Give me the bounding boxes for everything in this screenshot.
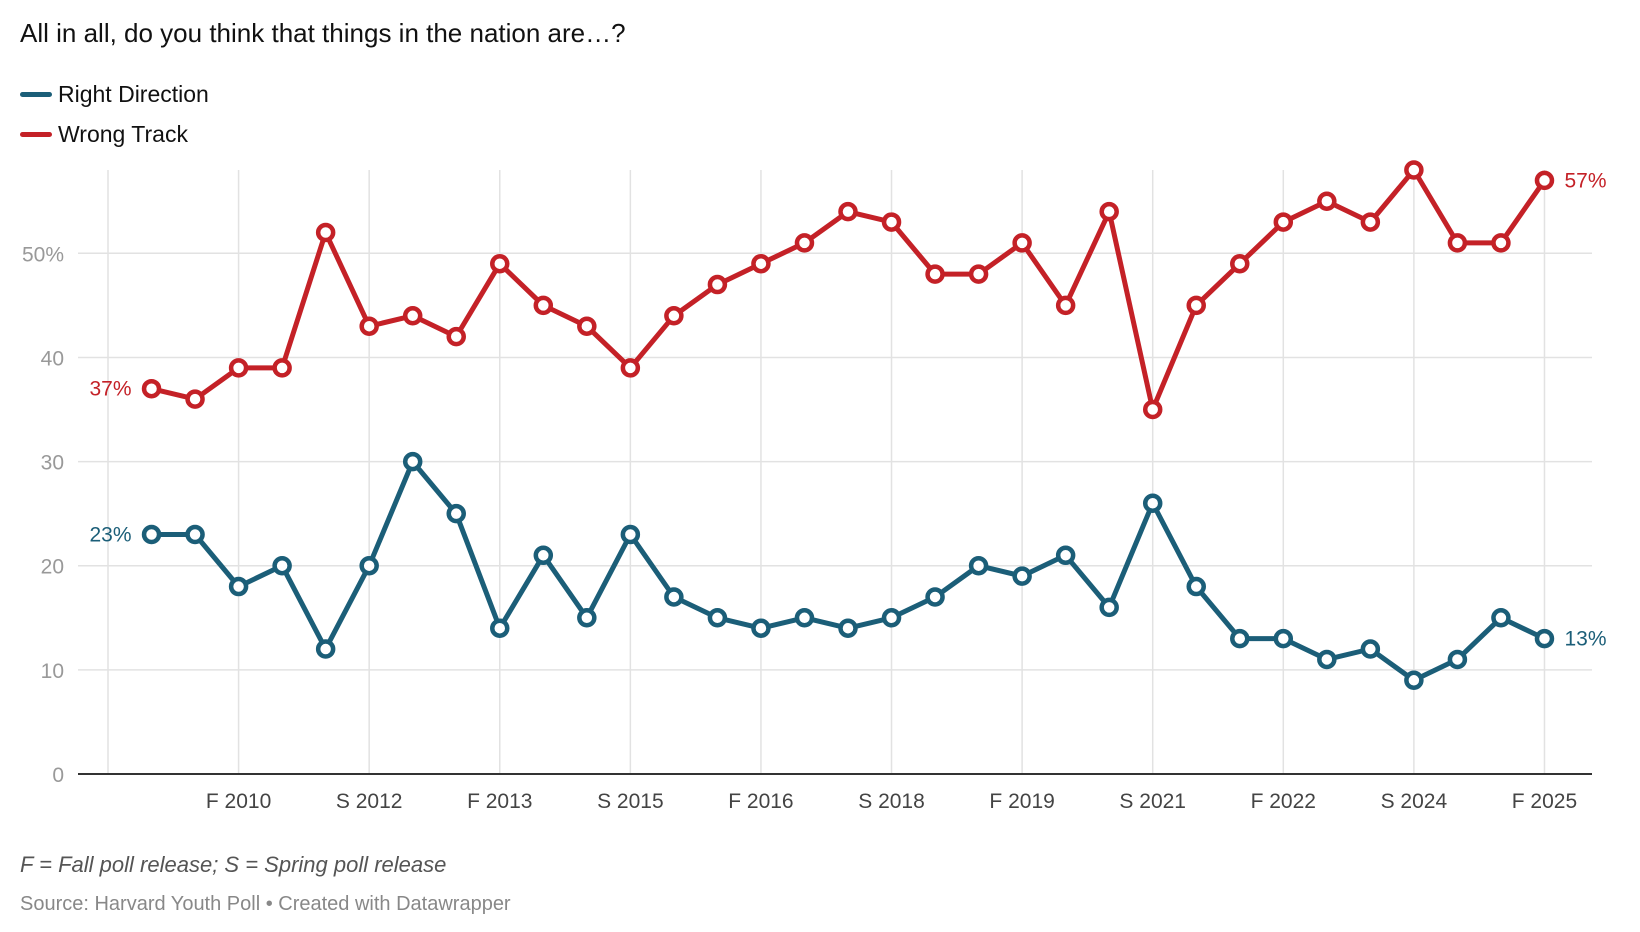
data-point-s1-0 [141, 378, 162, 399]
data-point-s1-10 [577, 316, 597, 336]
data-point-s1-21 [1055, 295, 1076, 316]
data-point-s0-28 [1360, 639, 1381, 659]
chart-source: Source: Harvard Youth Poll • Created wit… [20, 893, 511, 915]
x-tick-label-6: S 2018 [858, 790, 925, 813]
data-point-s1-8 [490, 253, 510, 274]
data-point-s0-2 [228, 576, 249, 597]
data-point-s1-6 [402, 306, 423, 326]
x-tick-label-5: F 2016 [728, 790, 793, 813]
legend-item-right-direction: Right Direction [20, 74, 209, 114]
legend-item-wrong-track: Wrong Track [20, 114, 209, 154]
x-tick-label-9: F 2022 [1251, 790, 1316, 813]
data-point-s0-18 [925, 587, 945, 607]
chart-title: All in all, do you think that things in … [20, 18, 626, 48]
data-point-s0-7 [446, 503, 466, 524]
data-point-s1-1 [185, 389, 205, 409]
data-point-s0-25 [1230, 628, 1250, 649]
data-point-s0-11 [620, 524, 641, 545]
data-point-s1-7 [446, 326, 466, 347]
data-point-s0-29 [1404, 670, 1424, 691]
data-point-s1-29 [1404, 160, 1424, 180]
data-point-s0-13 [707, 608, 728, 628]
x-tick-label-11: F 2025 [1512, 790, 1577, 813]
x-tick-label-3: F 2013 [467, 790, 532, 813]
data-point-s0-26 [1273, 628, 1294, 649]
data-label-end-s0: 13% [1564, 628, 1606, 651]
data-point-s1-30 [1447, 233, 1468, 253]
data-point-s0-21 [1055, 545, 1076, 566]
data-point-s0-23 [1142, 493, 1163, 513]
data-point-s0-12 [664, 587, 684, 607]
data-point-s1-17 [881, 212, 902, 232]
y-tick-label-2: 20 [41, 556, 64, 579]
data-point-s1-19 [968, 264, 989, 284]
data-point-s1-20 [1012, 233, 1032, 253]
data-point-s1-26 [1273, 212, 1294, 232]
data-point-s0-24 [1186, 576, 1206, 597]
data-point-s1-2 [228, 358, 249, 378]
data-point-s0-30 [1447, 649, 1468, 670]
data-point-s0-4 [315, 639, 336, 659]
y-tick-label-4: 40 [41, 347, 64, 370]
x-tick-label-7: F 2019 [989, 790, 1054, 813]
legend-label-right-direction: Right Direction [58, 80, 209, 107]
data-point-s1-28 [1360, 212, 1381, 232]
y-tick-label-0: 0 [52, 764, 64, 787]
y-tick-label-1: 10 [41, 660, 64, 683]
data-point-s0-32 [1534, 628, 1555, 649]
data-point-s0-6 [402, 451, 423, 472]
data-point-s1-5 [359, 316, 379, 336]
data-point-s0-19 [968, 555, 989, 576]
x-tick-label-4: S 2015 [597, 790, 664, 813]
x-tick-label-8: S 2021 [1119, 790, 1186, 813]
data-point-s0-3 [272, 555, 292, 576]
data-label-start-s0: 23% [89, 523, 131, 546]
legend-label-wrong-track: Wrong Track [58, 120, 188, 147]
chart-notes: F = Fall poll release; S = Spring poll r… [20, 852, 447, 877]
data-point-s1-22 [1099, 201, 1119, 222]
legend: Right Direction Wrong Track [20, 74, 209, 154]
data-point-s0-10 [577, 608, 597, 628]
data-point-s1-27 [1317, 191, 1337, 211]
data-point-s1-32 [1534, 170, 1555, 191]
legend-swatch-right-direction [20, 91, 52, 97]
data-point-s0-15 [794, 608, 815, 628]
data-point-s1-16 [838, 201, 858, 222]
line-chart: 0 10 20 30 40 50% F 2010 S 2012 F 2013 S 2015 F 20… [22, 160, 1607, 813]
data-point-s1-14 [751, 253, 771, 274]
data-label-start-s1: 37% [89, 378, 131, 401]
data-point-s0-14 [751, 618, 771, 638]
data-point-s0-31 [1491, 608, 1511, 628]
data-point-s1-15 [794, 233, 815, 253]
data-point-s1-13 [707, 274, 728, 295]
data-point-s1-12 [664, 306, 684, 326]
data-point-s0-16 [838, 618, 858, 638]
data-point-s1-23 [1142, 399, 1163, 420]
data-point-s1-31 [1491, 233, 1511, 253]
y-tick-label-5: 50% [22, 243, 64, 266]
x-tick-label-1: F 2010 [206, 790, 271, 813]
data-point-s0-8 [490, 618, 510, 638]
legend-swatch-wrong-track [20, 131, 52, 137]
data-point-s0-27 [1317, 649, 1337, 670]
x-tick-label-2: S 2012 [336, 790, 403, 813]
data-point-s1-24 [1186, 295, 1206, 316]
data-label-end-s1: 57% [1564, 169, 1606, 192]
data-point-s0-5 [359, 555, 379, 576]
data-point-s1-9 [533, 295, 554, 316]
data-point-s0-9 [533, 545, 554, 566]
data-point-s1-3 [272, 358, 292, 378]
data-point-s0-17 [881, 608, 902, 628]
data-point-s0-20 [1012, 566, 1032, 586]
data-point-s0-0 [141, 524, 162, 545]
data-point-s0-1 [185, 524, 205, 545]
data-point-s1-18 [925, 264, 945, 284]
x-tick-label-10: S 2024 [1381, 790, 1448, 813]
data-point-s1-25 [1230, 253, 1250, 274]
data-point-s1-4 [315, 222, 336, 243]
series-line-0 [149, 459, 1547, 683]
data-point-s0-22 [1099, 597, 1119, 618]
data-point-s1-11 [620, 358, 641, 378]
y-tick-label-3: 30 [41, 452, 64, 475]
